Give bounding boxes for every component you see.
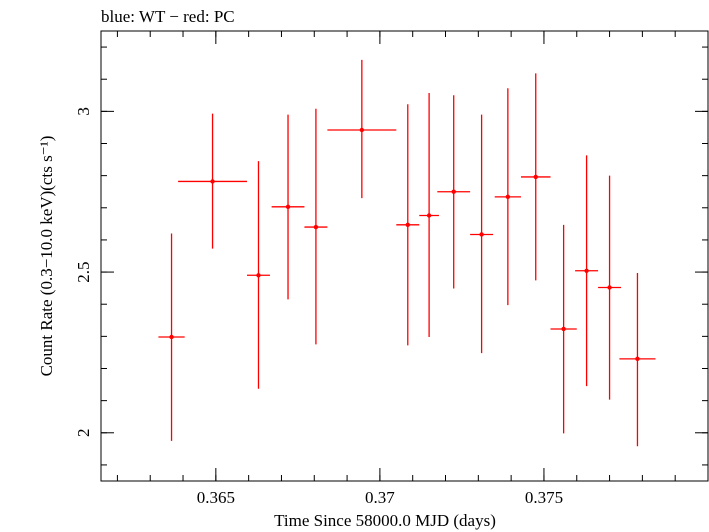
chart-title: blue: WT − red: PC — [101, 7, 235, 26]
plot-frame — [100, 30, 709, 482]
data-point — [619, 273, 656, 447]
data-marker — [533, 174, 538, 180]
data-point — [437, 95, 471, 289]
data-marker — [451, 189, 456, 194]
data-point — [575, 155, 599, 387]
data-marker — [313, 224, 319, 230]
y-tick-label: 2.5 — [74, 261, 93, 282]
data-layer — [158, 59, 656, 447]
data-marker — [285, 204, 291, 210]
data-marker — [169, 334, 174, 340]
x-tick-label: 0.37 — [365, 488, 395, 507]
x-axis-label: Time Since 58000.0 MJD (days) — [274, 511, 496, 530]
data-point — [598, 175, 622, 400]
data-point — [304, 108, 328, 345]
data-marker — [405, 222, 410, 228]
data-point — [178, 113, 248, 249]
data-point — [327, 59, 397, 199]
x-tick-label: 0.375 — [525, 488, 563, 507]
x-tick-label: 0.365 — [197, 488, 235, 507]
data-marker — [561, 326, 566, 332]
data-point — [419, 93, 439, 337]
data-point — [520, 73, 551, 281]
axes-layer: 0.365 0.37 0.375 2 2.5 3 — [74, 31, 709, 507]
data-marker — [584, 268, 589, 273]
data-point — [247, 161, 270, 389]
data-marker — [210, 179, 215, 184]
data-marker — [256, 273, 261, 278]
y-axis-label: Count Rate (0.3−10.0 keV)(cts s⁻¹) — [37, 136, 56, 377]
data-point — [494, 88, 521, 306]
data-point — [396, 104, 420, 346]
data-marker — [359, 127, 365, 133]
y-tick-label: 3 — [74, 107, 93, 116]
y-tick-label: 2 — [74, 429, 93, 438]
data-point — [158, 233, 185, 441]
data-marker — [505, 194, 511, 200]
data-marker — [479, 232, 484, 237]
data-point — [550, 224, 577, 434]
data-point — [470, 114, 494, 354]
data-marker — [426, 213, 432, 218]
data-marker — [635, 356, 640, 362]
data-point — [271, 114, 305, 300]
data-marker — [607, 285, 612, 290]
